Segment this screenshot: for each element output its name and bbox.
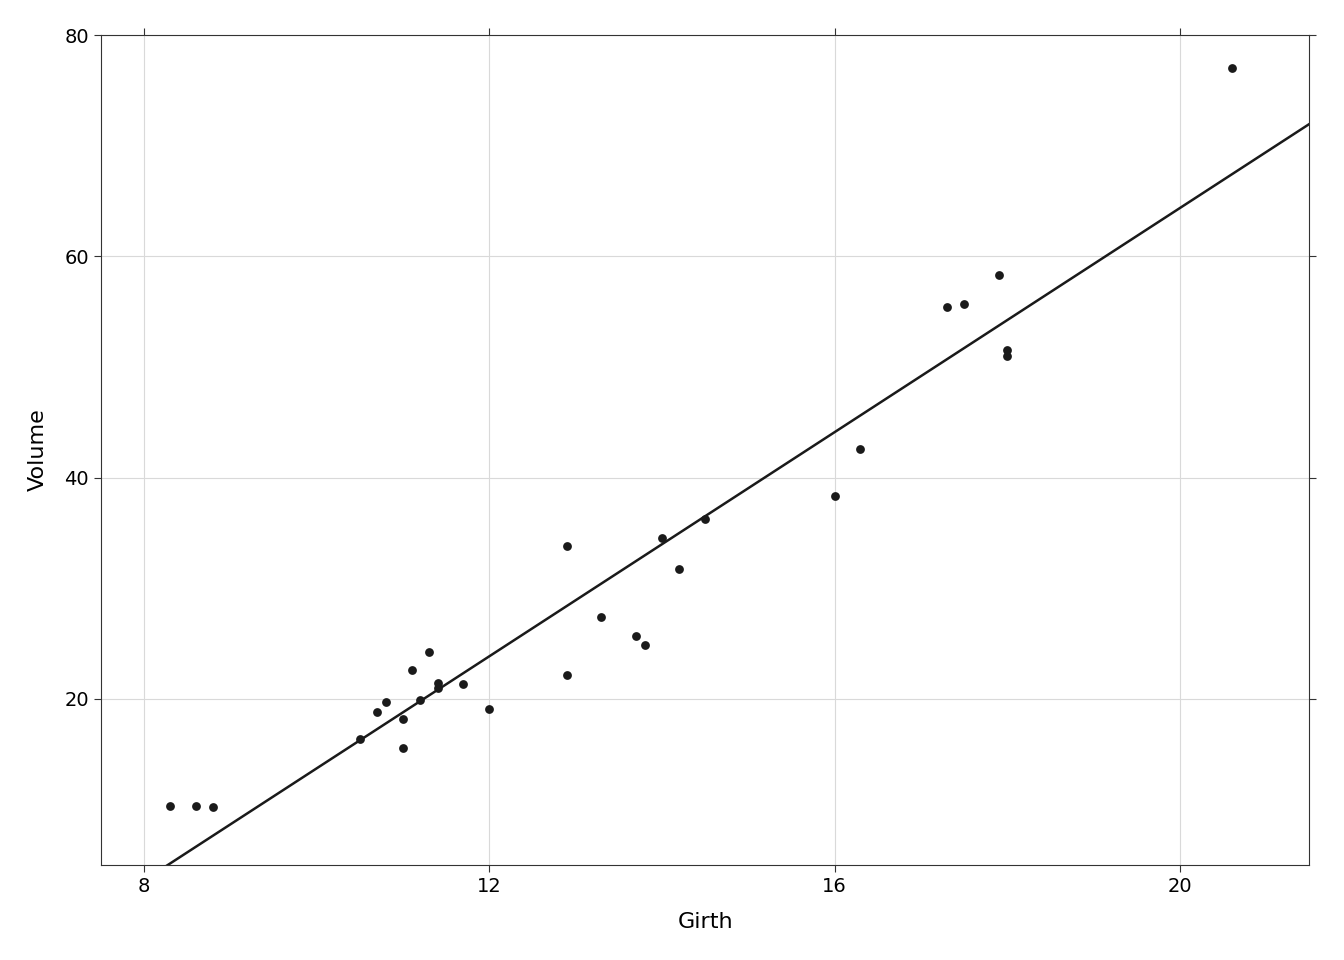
- Point: [203, 800, 224, 815]
- Point: [953, 297, 974, 312]
- Point: [401, 662, 422, 678]
- Point: [556, 539, 578, 554]
- Point: [668, 562, 689, 577]
- X-axis label: Girth: Girth: [677, 912, 732, 932]
- Point: [650, 531, 672, 546]
- Point: [159, 799, 180, 814]
- Point: [427, 676, 449, 691]
- Point: [849, 442, 871, 457]
- Point: [185, 799, 207, 814]
- Point: [392, 740, 414, 756]
- Point: [427, 680, 449, 695]
- Y-axis label: Volume: Volume: [28, 409, 48, 492]
- Point: [988, 268, 1009, 283]
- Point: [935, 300, 957, 315]
- Point: [367, 705, 388, 720]
- Point: [410, 692, 431, 708]
- Point: [349, 731, 371, 746]
- Point: [556, 667, 578, 683]
- Point: [996, 348, 1017, 364]
- Point: [392, 711, 414, 727]
- Point: [375, 694, 396, 709]
- Point: [453, 677, 474, 692]
- Point: [418, 645, 439, 660]
- Point: [996, 343, 1017, 358]
- Point: [695, 511, 716, 526]
- Point: [1220, 60, 1242, 76]
- Point: [478, 701, 500, 716]
- Point: [824, 489, 845, 504]
- Point: [591, 610, 613, 625]
- Point: [625, 628, 646, 643]
- Point: [634, 637, 656, 653]
